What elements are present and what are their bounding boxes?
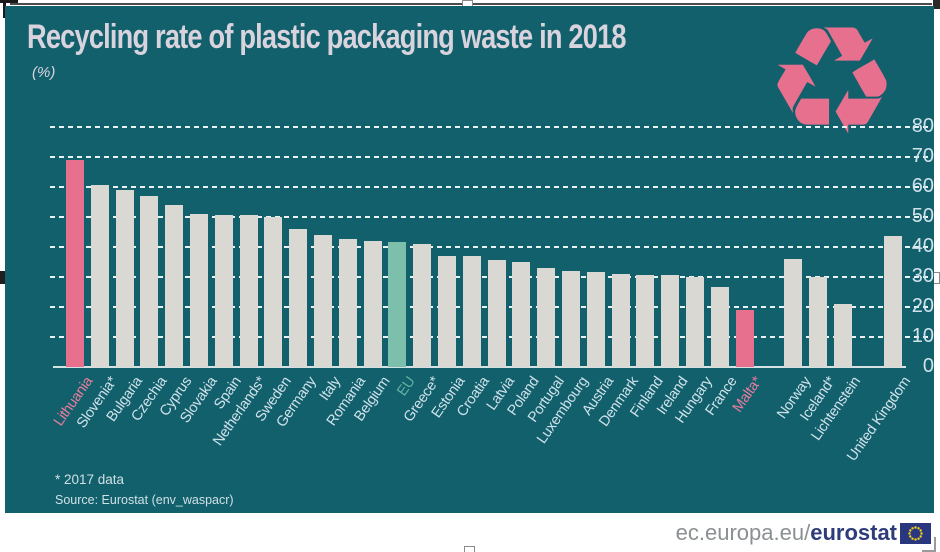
bars-container: Lithuania Slovenia* Bulgaria Czechia Cyprus S…: [51, 126, 914, 464]
bar-luxembourg: Luxembourg: [534, 271, 592, 447]
bar-portugal: Portugal: [525, 268, 567, 425]
y-axis-tick-label: 50: [911, 205, 934, 227]
bar-lichtenstein: Lichtenstein: [808, 304, 864, 444]
y-axis-tick-label: 30: [911, 265, 934, 287]
bar-denmark: Denmark: [596, 274, 642, 430]
bar-latvia: Latvia: [483, 260, 518, 413]
selection-corner-bottom-right-h: [922, 550, 936, 552]
eu-flag-icon: [900, 522, 931, 544]
bar-greece: Greece*: [401, 244, 443, 425]
bar-austria: Austria: [579, 272, 617, 418]
gridline: [50, 126, 929, 128]
selection-handle-left[interactable]: [0, 271, 8, 284]
bar-ireland: Ireland: [654, 275, 691, 418]
gridline: [50, 216, 929, 218]
footer-url: ec.europa.eu/eurostat: [676, 520, 897, 546]
bar-hungary: Hungary: [673, 277, 716, 426]
bar-finland: Finland: [627, 275, 666, 420]
bar-netherlands: Netherlands*: [211, 215, 270, 449]
bar-lithuania: Lithuania: [51, 160, 96, 429]
bar-estonia: Estonia: [428, 256, 468, 421]
y-axis-tick-label: 80: [911, 115, 934, 137]
y-axis-tick-label: 20: [911, 295, 934, 317]
gridline: [50, 246, 929, 248]
bar-poland: Poland: [504, 262, 542, 419]
bar-germany: Germany: [273, 229, 319, 430]
bar-united-kingdom: United Kingdom: [845, 236, 914, 464]
bar-france: France: [703, 287, 741, 419]
bar-sweden: Sweden: [252, 217, 294, 425]
chart-title: Recycling rate of plastic packaging wast…: [27, 18, 627, 56]
y-axis-tick-label: 0: [922, 355, 934, 377]
footnote-source: Source: Eurostat (env_waspacr): [55, 493, 234, 507]
selection-corner-top-left-h: [0, 0, 18, 3]
bar-malta: Malta*: [730, 310, 766, 415]
bar-belgium: Belgium: [352, 241, 394, 424]
y-axis-tick-label: 60: [911, 175, 934, 197]
y-axis-tick-label: 40: [911, 235, 934, 257]
bar-group-spacer: [760, 366, 777, 367]
y-axis-tick-label: 70: [911, 145, 934, 167]
footnote-2017-data: * 2017 data: [55, 472, 125, 487]
bar-czechia: Czechia: [129, 196, 170, 424]
unit-label: (%): [32, 64, 56, 81]
bar-cyprus: Cyprus: [157, 205, 195, 419]
gridline: [50, 156, 929, 158]
infographic-canvas: Recycling rate of plastic packaging wast…: [5, 6, 934, 513]
bar-slovenia: Slovenia*: [74, 185, 121, 431]
bar-norway: Norway: [774, 259, 814, 422]
bar-spain: Spain: [211, 215, 245, 412]
selection-corner-bottom-right-v: [934, 537, 936, 552]
x-axis-baseline: [53, 366, 906, 368]
selection-corner-top-left: [3, 0, 6, 18]
bar-iceland: Iceland*: [797, 277, 839, 424]
bar-group-spacer: [859, 366, 878, 367]
recycling-icon: ♻: [764, 6, 900, 169]
selection-corner-top-right: [933, 0, 940, 9]
bar-italy: Italy: [313, 235, 344, 404]
bar-eu: EU: [388, 242, 418, 399]
bar-romania: Romania: [324, 239, 369, 429]
gridline: [50, 186, 929, 188]
bar-slovakia: Slovakia: [177, 214, 220, 426]
footer: ec.europa.eu/eurostat: [0, 518, 931, 548]
footer-url-eurostat: eurostat: [810, 520, 897, 545]
footer-url-prefix: ec.europa.eu/: [675, 520, 811, 545]
bar-bulgaria: Bulgaria: [103, 190, 146, 425]
y-axis-tick-label: 10: [911, 325, 934, 347]
bar-croatia: Croatia: [454, 256, 493, 420]
selection-handle-bottom[interactable]: [464, 546, 475, 552]
